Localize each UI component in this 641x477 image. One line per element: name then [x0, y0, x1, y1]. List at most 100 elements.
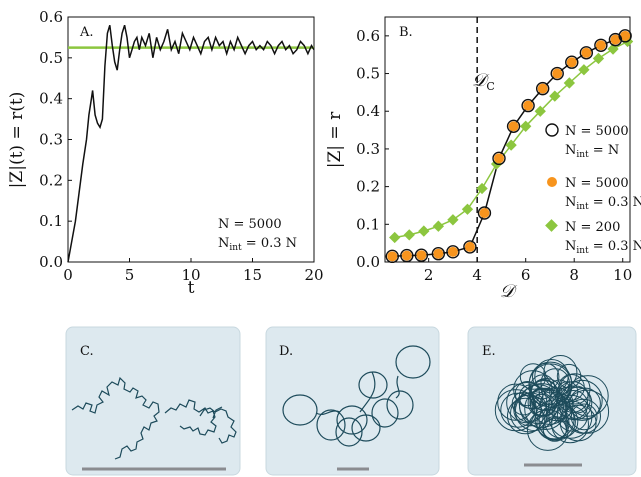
diamond-marker: [389, 231, 401, 244]
open-circle-marker: [400, 248, 414, 263]
y-tick-label: 0.5: [39, 49, 63, 67]
legend-label-2: N = 5000: [565, 176, 629, 191]
trajectory-loop: [510, 394, 548, 433]
panel-b-label: B.: [399, 25, 413, 40]
legend: N = 5000 Nint = N N = 5000 Nint = 0.3 N …: [545, 123, 641, 256]
diamond-marker: [476, 182, 488, 195]
open-circle-marker: [608, 32, 623, 47]
y-tick-label: 0.1: [356, 215, 380, 233]
y-tick-label: 0.3: [356, 140, 380, 158]
y-tick-label: 0.4: [39, 90, 63, 108]
open-circle-marker: [385, 249, 399, 264]
orange-marker: [387, 251, 398, 262]
diamond-marker: [461, 203, 474, 215]
trajectory-loop: [543, 355, 578, 389]
y-tick-label: 0.0: [39, 253, 63, 271]
legend-marker-open-circle: [545, 123, 559, 137]
open-circle-marker: [535, 81, 550, 96]
orange-marker: [447, 246, 458, 257]
orange-marker: [537, 83, 548, 94]
legend-label-3: N = 200: [565, 220, 620, 235]
open-circle-marker: [414, 248, 429, 262]
trajectory-loop: [519, 363, 547, 390]
panel-a-xlabel: t: [188, 278, 195, 298]
panel-a-ylabel: |Z|(t) = r(t): [7, 92, 27, 189]
x-tick-label: 0: [63, 266, 73, 284]
orange-marker: [464, 241, 475, 252]
legend-sublabel-1: Nint = N: [565, 143, 619, 160]
trajectory-loop: [524, 387, 567, 430]
y-tick-label: 0.4: [356, 102, 380, 120]
trajectory-loop: [534, 399, 575, 440]
trajectory-loop: [497, 383, 535, 421]
trajectory-loop: [534, 359, 569, 394]
panel-e-trajectory: E.: [467, 326, 637, 476]
orange-marker: [401, 250, 412, 261]
trajectory-loop: [500, 392, 536, 428]
x-tick-label: 15: [243, 266, 262, 284]
open-circle-marker: [446, 245, 460, 259]
y-tick-label: 0.6: [356, 27, 380, 45]
orange-marker: [581, 47, 592, 58]
y-tick-label: 0.5: [356, 65, 380, 83]
open-circle-marker: [618, 29, 632, 43]
y-tick-label: 0.2: [356, 178, 380, 196]
trajectory-loop: [556, 363, 582, 389]
panel-b-chart: 2 4 6 8 10 0.0 0.1 0.2 0.3 0.4 0.5 0.6 B. 𝒟C N = 5…: [325, 16, 641, 302]
orange-marker: [416, 250, 427, 261]
trajectory-loop: [561, 379, 603, 421]
orange-marker: [595, 40, 606, 51]
open-circle-marker: [579, 46, 594, 60]
panel-c-trajectory: C.: [65, 326, 241, 476]
orange-marker: [552, 68, 563, 79]
y-tick-label: 0.6: [39, 8, 63, 26]
open-circle-marker: [594, 38, 608, 52]
random-walk-trajectory: [71, 376, 237, 460]
open-circle-marker: [506, 119, 521, 134]
y-tick-label: 0.3: [39, 131, 63, 149]
legend-sublabel-2: Nint = 0.3 N: [565, 195, 641, 212]
trajectory-loop: [532, 389, 568, 425]
dense-looping-trajectory: [494, 355, 610, 451]
trajectory-loop: [556, 400, 588, 432]
x-tick-label: 8: [569, 266, 579, 284]
legend-sublabel-3: Nint = 0.3 N: [565, 239, 641, 256]
panel-c-background: [65, 326, 241, 476]
x-tick-label: 20: [304, 266, 323, 284]
open-circle-marker: [550, 66, 564, 81]
panel-d-trajectory: D.: [265, 326, 440, 476]
panel-a-annotation-nint: Nint = 0.3 N: [218, 236, 297, 253]
panel-b-ylabel: |Z| = r: [325, 111, 345, 168]
x-tick-label: 4: [472, 266, 482, 284]
orange-marker: [566, 57, 577, 68]
orange-marker: [610, 34, 621, 45]
panel-a-label: A.: [79, 25, 94, 40]
looping-trajectory: [282, 345, 431, 447]
diamond-marker: [403, 229, 415, 241]
y-tick-label: 0.1: [39, 212, 63, 230]
panel-e-background: [467, 326, 637, 476]
diamond-marker: [505, 139, 517, 151]
panel-b-frame: [384, 16, 631, 263]
open-circle-marker: [463, 240, 477, 254]
open-circle-marker: [431, 247, 446, 261]
orange-marker: [620, 30, 631, 41]
open-circle-marker: [492, 151, 506, 166]
panel-e-label: E.: [482, 344, 496, 359]
open-circle-marker: [565, 55, 579, 69]
x-tick-label: 2: [424, 266, 434, 284]
open-circle-marker: [477, 206, 492, 220]
trajectory-loop: [506, 382, 548, 424]
legend-marker-filled-circle: [547, 177, 557, 187]
diamond-marker: [447, 214, 459, 226]
panel-c-label: C.: [80, 344, 94, 359]
y-tick-label: 0.0: [356, 253, 380, 271]
orange-marker: [433, 248, 444, 259]
orange-marker: [523, 100, 534, 111]
x-tick-label: 5: [125, 266, 135, 284]
x-tick-label: 10: [181, 266, 200, 284]
diamond-marker: [592, 52, 605, 65]
x-tick-label: 10: [613, 266, 632, 284]
orange-marker: [494, 153, 505, 164]
